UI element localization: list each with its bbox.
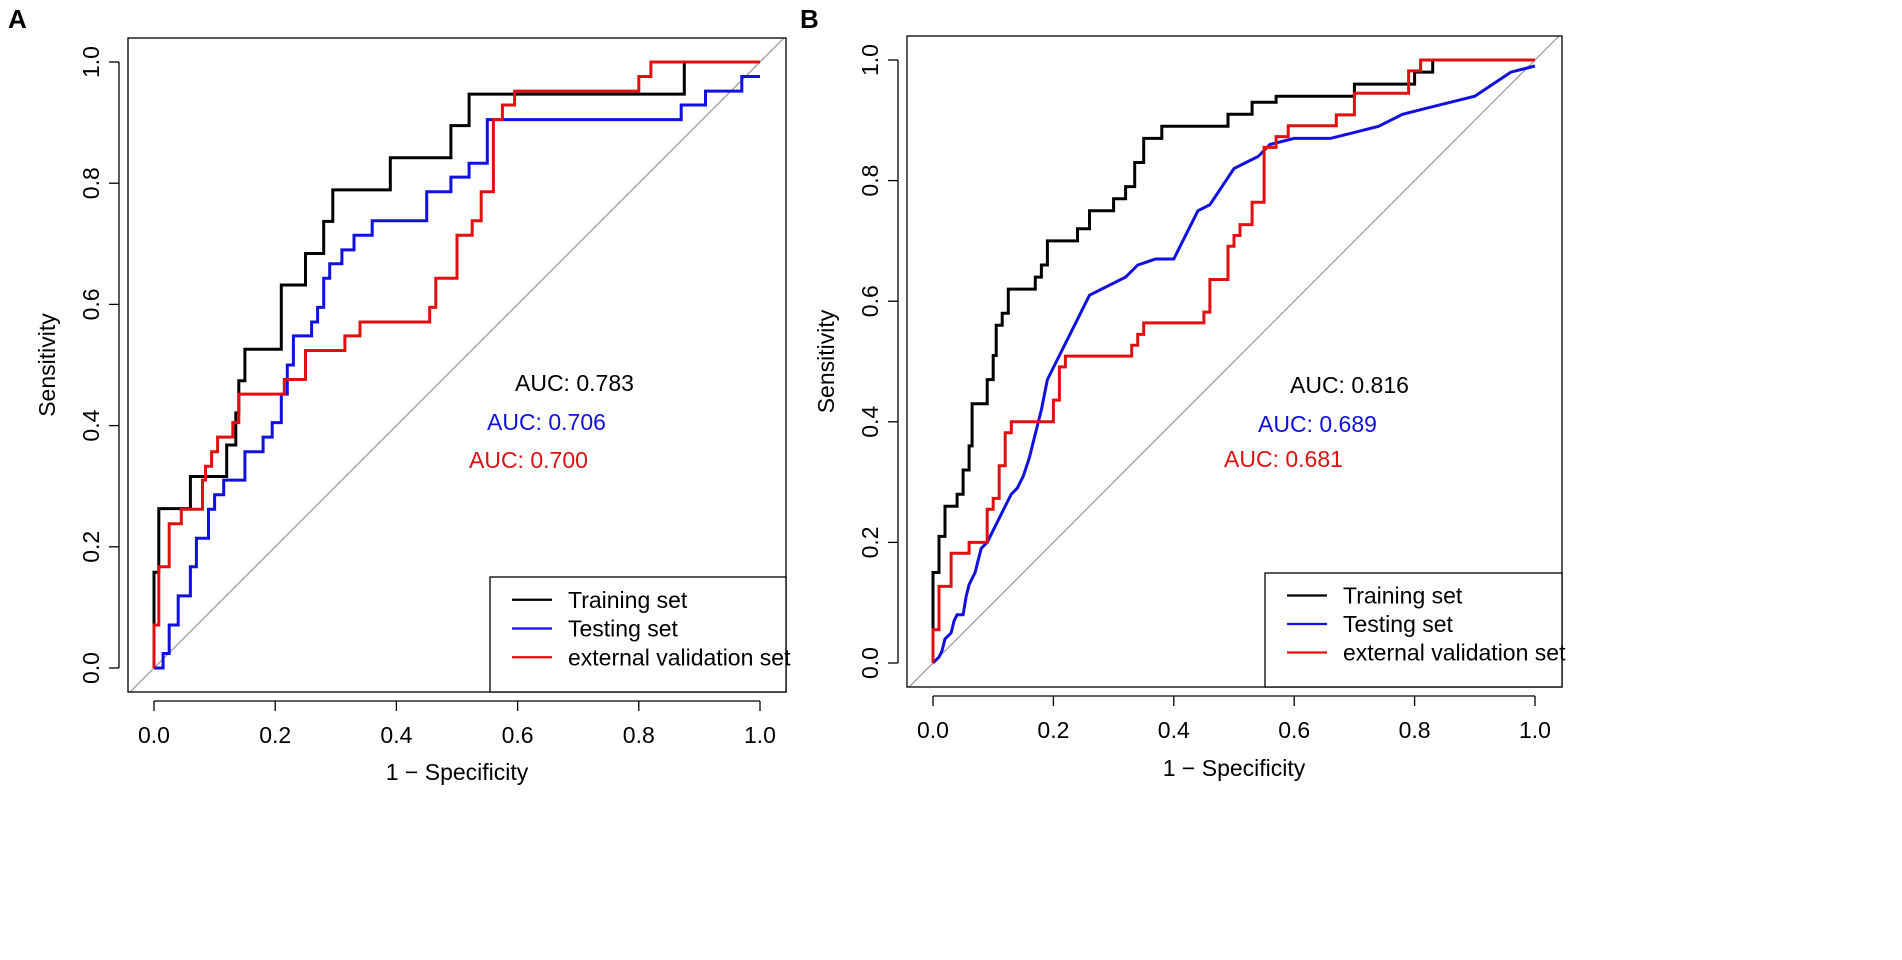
x-axis-title: 1 − Specificity <box>1163 755 1306 781</box>
auc-label-external-validation-set: AUC: 0.681 <box>1224 446 1343 472</box>
auc-label-training-set: AUC: 0.816 <box>1290 372 1409 398</box>
y-tick-label: 0.6 <box>78 288 104 320</box>
auc-label-external-validation-set: AUC: 0.700 <box>469 447 588 473</box>
y-axis-title: Sensitivity <box>813 309 839 413</box>
legend-label-testing-set: Testing set <box>568 616 679 642</box>
roc-curve-training-set <box>152 60 760 668</box>
y-tick-label: 0.0 <box>78 652 104 684</box>
roc-curve-training-set <box>931 58 1535 663</box>
auc-label-training-set: AUC: 0.783 <box>515 370 634 396</box>
x-tick-label: 0.0 <box>917 717 949 743</box>
roc-curve-testing-set <box>931 64 1536 665</box>
y-tick-label: 1.0 <box>78 46 104 78</box>
legend-label-testing-set: Testing set <box>1343 611 1454 637</box>
reference-diagonal <box>908 36 1560 687</box>
y-axis-title: Sensitivity <box>34 313 60 417</box>
legend-label-external-validation-set: external validation set <box>1343 640 1566 666</box>
roc-curve-external-validation-set <box>931 58 1535 663</box>
y-tick-label: 0.2 <box>857 526 883 558</box>
x-tick-label: 0.0 <box>138 722 170 748</box>
y-tick-label: 0.8 <box>857 165 883 197</box>
legend-label-external-validation-set: external validation set <box>568 644 791 670</box>
x-tick-label: 0.6 <box>1278 717 1310 743</box>
x-tick-label: 1.0 <box>1519 717 1551 743</box>
x-tick-label: 0.2 <box>1037 717 1069 743</box>
reference-diagonal <box>129 38 785 692</box>
x-tick-label: 0.8 <box>1399 717 1431 743</box>
x-tick-label: 0.4 <box>1158 717 1190 743</box>
x-tick-label: 1.0 <box>744 722 776 748</box>
panel-label: B <box>800 4 819 34</box>
roc-curve-external-validation-set <box>152 60 760 668</box>
legend-box <box>1264 572 1563 688</box>
auc-label-testing-set: AUC: 0.706 <box>487 409 606 435</box>
panel-label: A <box>8 4 27 34</box>
x-tick-label: 0.8 <box>623 722 655 748</box>
roc-curve-testing-set <box>154 75 760 670</box>
y-tick-label: 1.0 <box>857 44 883 76</box>
y-tick-label: 0.8 <box>78 167 104 199</box>
x-tick-label: 0.2 <box>259 722 291 748</box>
y-tick-label: 0.4 <box>78 409 104 441</box>
legend-label-training-set: Training set <box>568 587 688 613</box>
panel-a: A 0.0 0.2 0.4 0.6 0.8 1.0 1 − Specificity 0.0 0.2… <box>8 4 791 785</box>
legend-box <box>489 576 787 693</box>
auc-label-testing-set: AUC: 0.689 <box>1258 411 1377 437</box>
x-tick-label: 0.4 <box>380 722 412 748</box>
y-tick-label: 0.6 <box>857 285 883 317</box>
y-tick-label: 0.2 <box>78 531 104 563</box>
plot-frame <box>906 35 1563 688</box>
x-axis-title: 1 − Specificity <box>386 759 529 785</box>
plot-frame <box>127 37 787 693</box>
legend-label-training-set: Training set <box>1343 583 1463 609</box>
y-tick-label: 0.4 <box>857 406 883 438</box>
y-tick-label: 0.0 <box>857 647 883 679</box>
panel-b: B 0.0 0.2 0.4 0.6 0.8 1.0 1 − Specificity 0.0 0.2… <box>800 4 1566 781</box>
x-tick-label: 0.6 <box>502 722 534 748</box>
